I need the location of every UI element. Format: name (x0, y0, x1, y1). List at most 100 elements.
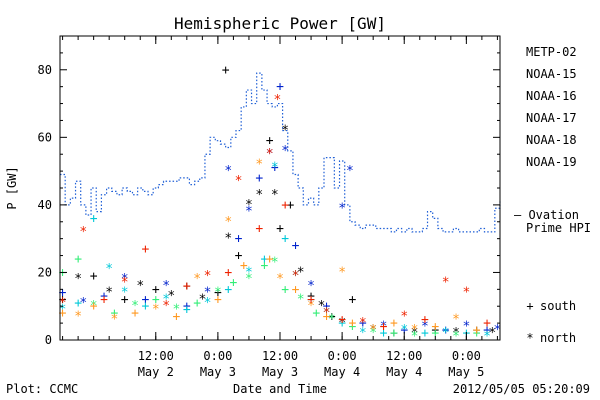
data-point-metp-02: + (473, 323, 481, 338)
data-point-noaa-16: + (281, 232, 289, 247)
data-point-noaa-18: + (431, 319, 439, 334)
plot-credit: Plot: CCMC (6, 382, 78, 396)
data-point-noaa-15: + (100, 289, 108, 304)
data-point-noaa-18: + (240, 259, 248, 274)
data-point-noaa-15: + (292, 238, 300, 253)
legend-entry: NOAA-18 (526, 133, 577, 147)
data-point-noaa-15: * (245, 205, 253, 220)
data-point-noaa-19: + (421, 313, 429, 328)
x-tick-date: May 5 (448, 365, 484, 379)
data-point-noaa-15: + (141, 292, 149, 307)
data-point-noaa-17: * (90, 299, 98, 314)
data-point-noaa-19: + (380, 319, 388, 334)
data-point-noaa-19: * (442, 276, 450, 291)
data-point-noaa-16: + (141, 299, 149, 314)
data-point-noaa-18: + (173, 309, 181, 324)
data-point-noaa-18: + (292, 282, 300, 297)
y-tick-label: 80 (38, 63, 52, 77)
data-point-noaa-17: * (173, 303, 181, 318)
data-point-noaa-17: * (271, 255, 279, 270)
legend-entry: METP-02 (526, 45, 577, 59)
data-point-noaa-19: * (79, 225, 87, 240)
data-point-noaa-15: * (266, 147, 274, 162)
data-point-noaa-19: + (307, 292, 315, 307)
legend: METP-02 NOAA-15 NOAA-16 NOAA-17 NOAA-18 NOAA-… (526, 45, 577, 169)
data-point-noaa-17: + (281, 282, 289, 297)
y-axis: 0 20 40 60 80 (38, 52, 500, 347)
data-point-noaa-15: + (183, 299, 191, 314)
ovation-legend: – Ovation Prime HPI (514, 208, 591, 235)
data-point-metp-02: * (74, 272, 82, 287)
x-tick-date: May 2 (138, 365, 174, 379)
data-point-noaa-18: * (255, 157, 263, 172)
data-point-noaa-19: * (266, 147, 274, 162)
x-tick-time: 0:00 (203, 349, 232, 363)
data-point-noaa-16: * (359, 326, 367, 341)
data-point-metp-02: + (214, 286, 222, 301)
data-point-noaa-16: + (261, 252, 269, 267)
data-point-noaa-18: + (266, 252, 274, 267)
data-point-noaa-18: * (411, 323, 419, 338)
data-point-noaa-16: * (483, 330, 491, 345)
data-point-noaa-16: * (162, 292, 170, 307)
data-point-noaa-18: + (473, 323, 481, 338)
data-point-noaa-16: * (323, 306, 331, 321)
data-point-noaa-16: * (204, 296, 212, 311)
data-point-noaa-17: * (297, 292, 305, 307)
data-point-noaa-15: + (235, 232, 243, 247)
data-point-metp-02: + (121, 292, 129, 307)
x-tick-time: 12:00 (138, 349, 174, 363)
data-point-metp-02: * (271, 188, 279, 203)
data-point-noaa-18: * (152, 303, 160, 318)
data-point-noaa-16: * (292, 269, 300, 284)
x-tick-date: May 4 (324, 365, 360, 379)
data-point-noaa-18: + (390, 316, 398, 331)
data-point-metp-02: * (488, 326, 496, 341)
data-point-metp-02: * (105, 286, 113, 301)
symbol-legend: + south * north (526, 299, 576, 345)
data-point-metp-02: * (452, 326, 460, 341)
data-point-noaa-19: * (204, 269, 212, 284)
data-point-noaa-15: * (462, 319, 470, 334)
data-point-noaa-17: * (411, 330, 419, 345)
data-point-metp-02: * (411, 326, 419, 341)
data-point-noaa-15: + (323, 299, 331, 314)
data-point-noaa-19: + (183, 279, 191, 294)
data-point-noaa-19: * (400, 309, 408, 324)
data-point-noaa-18: + (323, 309, 331, 324)
data-point-noaa-15: + (59, 286, 67, 301)
data-point-noaa-16: * (245, 265, 253, 280)
data-point-noaa-17: + (193, 296, 201, 311)
data-point-noaa-16: * (442, 326, 450, 341)
data-point-noaa-19: + (100, 292, 108, 307)
data-point-metp-02: * (255, 188, 263, 203)
data-point-noaa-15: * (204, 286, 212, 301)
data-point-noaa-17: * (328, 313, 336, 328)
x-tick-time: 0:00 (328, 349, 357, 363)
data-point-metp-02: + (286, 198, 294, 213)
y-tick-label: 0 (45, 333, 52, 347)
y-tick-label: 20 (38, 265, 52, 279)
data-point-metp-02: * (136, 279, 144, 294)
data-point-noaa-19: + (141, 242, 149, 257)
data-point-noaa-15: * (421, 319, 429, 334)
data-point-noaa-17: + (229, 276, 237, 291)
data-point-noaa-17: + (152, 292, 160, 307)
data-point-metp-02: + (349, 292, 357, 307)
data-point-noaa-16: + (307, 292, 315, 307)
data-point-noaa-15: * (338, 201, 346, 216)
data-point-noaa-18: * (276, 272, 284, 287)
data-point-noaa-18: * (307, 299, 315, 314)
legend-entry: NOAA-15 (526, 67, 577, 81)
data-point-noaa-18: * (74, 309, 82, 324)
data-point-metp-02: + (328, 309, 336, 324)
legend-entry: NOAA-19 (526, 155, 577, 169)
x-axis: 12:00 May 2 0:00 May 3 12:00 May 3 0:00 May 4 12… (62, 36, 498, 379)
data-point-noaa-16: + (74, 296, 82, 311)
data-point-noaa-19: + (338, 313, 346, 328)
data-point-noaa-16: * (59, 303, 67, 318)
data-point-noaa-19: * (462, 286, 470, 301)
data-point-noaa-16: * (105, 262, 113, 277)
data-point-noaa-15: * (224, 164, 232, 179)
data-point-noaa-18: * (452, 313, 460, 328)
